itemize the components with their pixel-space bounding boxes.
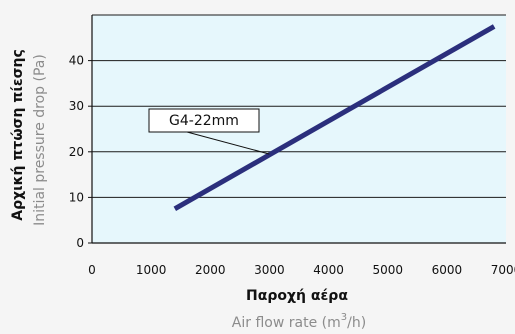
x-axis-label-english: Air flow rate (m3/h) <box>232 312 366 331</box>
tick-labels: 0 10 20 30 40 0 1000 2000 3000 4000 5000 6000 7000 <box>69 54 515 277</box>
x-axis-label-english-superscript: 3 <box>341 312 347 323</box>
annotation-box <box>148 108 260 133</box>
y-tick-label-30: 30 <box>69 99 84 113</box>
series-line-0 <box>173 24 496 211</box>
x-tick-label-3000: 3000 <box>254 263 285 277</box>
x-tick-label-4000: 4000 <box>313 263 344 277</box>
y-tick-label-20: 20 <box>69 145 84 159</box>
x-axis-label: Παροχή αέρα <box>246 288 348 304</box>
x-tick-label-7000: 7000 <box>491 263 515 277</box>
x-tick-label-5000: 5000 <box>372 263 403 277</box>
y-tick-label-0: 0 <box>76 236 84 250</box>
data-series <box>173 24 496 211</box>
annotation-label: G4-22mm <box>169 113 239 129</box>
axes <box>91 15 506 244</box>
y-axis-label: Αρχική πτώση πίεσης <box>10 49 26 221</box>
y-tick-label-10: 10 <box>69 190 84 204</box>
x-tick-label-6000: 6000 <box>432 263 463 277</box>
x-axis-label-english-suffix: /h) <box>347 315 366 331</box>
x-tick-label-0: 0 <box>88 263 96 277</box>
annotation-leader-line <box>186 131 270 155</box>
x-tick-label-2000: 2000 <box>195 263 226 277</box>
x-tick-label-1000: 1000 <box>136 263 167 277</box>
annotation-group: G4-22mm <box>148 108 270 155</box>
x-axis-label-english-prefix: Air flow rate (m <box>232 315 341 331</box>
y-tick-label-40: 40 <box>69 54 84 68</box>
y-axis-label-english: Initial pressure drop (Pa) <box>32 54 48 226</box>
gridlines <box>92 14 506 198</box>
